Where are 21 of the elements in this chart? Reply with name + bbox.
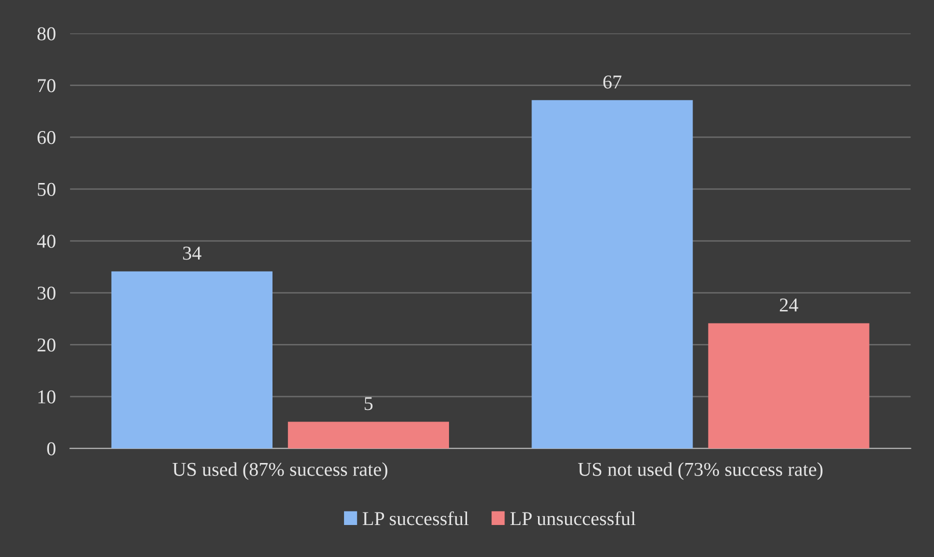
y-tick-label: 10 <box>38 390 56 404</box>
data-label: 24 <box>780 298 798 312</box>
y-tick-label: 80 <box>37 27 56 40</box>
bar <box>111 271 272 448</box>
y-tick-label: 20 <box>38 338 56 352</box>
bar <box>532 100 693 448</box>
y-tick-label: 70 <box>38 79 56 92</box>
y-tick-label: 50 <box>38 182 56 196</box>
x-tick-label: US used (87% success rate) <box>172 462 388 480</box>
legend-label: LP successful <box>362 511 469 526</box>
legend-label: LP unsuccessful <box>510 511 636 526</box>
data-label: 34 <box>183 246 202 260</box>
bar <box>288 422 450 448</box>
bar <box>708 323 870 448</box>
y-tick-label: 0 <box>47 442 56 456</box>
y-tick-label: 30 <box>38 286 56 300</box>
data-label: 67 <box>603 76 622 89</box>
y-tick-label: 60 <box>38 130 56 144</box>
data-label: 5 <box>364 397 373 410</box>
y-tick-label: 40 <box>37 234 56 248</box>
x-tick-label: US not used (73% success rate) <box>578 462 822 480</box>
